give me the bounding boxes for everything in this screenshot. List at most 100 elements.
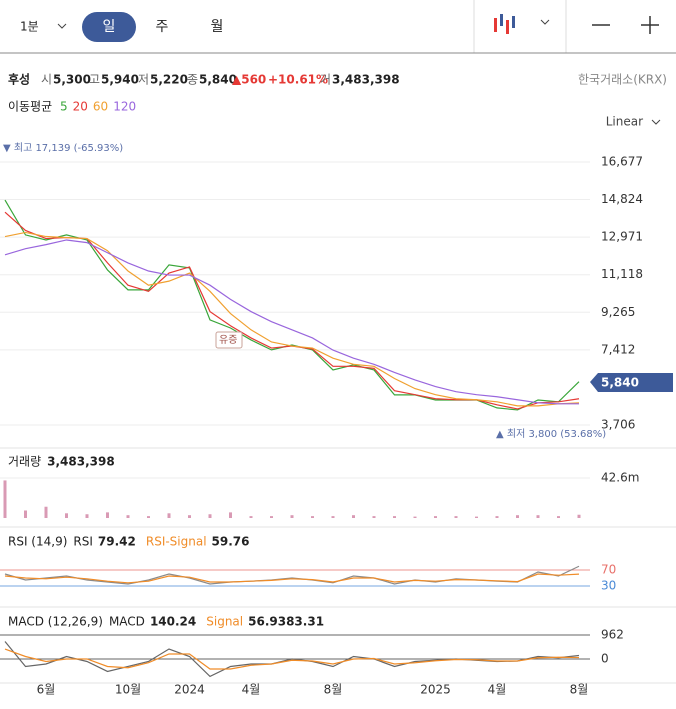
bar xyxy=(536,515,540,518)
series-line xyxy=(4,239,579,405)
x-tick-label: 4월 xyxy=(488,683,507,697)
bar xyxy=(434,516,437,518)
x-tick-label: 2024 xyxy=(174,683,205,697)
series-line xyxy=(4,573,580,584)
annotation: 유증 xyxy=(219,334,237,346)
bar xyxy=(3,480,7,518)
legend-name: RSI-Signal xyxy=(146,535,207,549)
bar xyxy=(167,513,171,518)
tab[interactable]: 주 xyxy=(156,19,169,35)
value: 5,220 xyxy=(150,73,188,87)
series-line xyxy=(4,231,580,407)
series-line xyxy=(4,648,580,670)
last-badge xyxy=(590,373,673,392)
legend-entry: 120 xyxy=(113,100,136,114)
bar xyxy=(106,512,109,518)
legend-name: MACD xyxy=(109,615,145,629)
annotation: ▲ 최저 3,800 (53.68%) xyxy=(496,428,606,440)
quote-header: 후성 시 5,300 고 5,940 저 5,220 종 5,840 ▲560 … xyxy=(8,72,667,129)
y-tick-label: 0 xyxy=(601,651,609,665)
panel-title: RSI (14,9) xyxy=(8,535,67,549)
bar xyxy=(85,514,89,518)
bar xyxy=(577,514,581,518)
x-tick-label: 2025 xyxy=(420,683,451,697)
bar xyxy=(188,515,191,518)
bar xyxy=(557,516,560,518)
value: 5,840 xyxy=(199,73,237,87)
event-box xyxy=(215,331,243,349)
bar xyxy=(372,516,376,518)
series-line xyxy=(4,565,580,585)
bar xyxy=(126,515,130,518)
label: 고 xyxy=(89,73,100,87)
tab[interactable]: 월 xyxy=(211,19,224,35)
bar xyxy=(208,514,212,518)
chart-type-icon[interactable] xyxy=(494,14,515,34)
legend-value: 79.42 xyxy=(98,535,136,549)
legend-value: 140.24 xyxy=(150,615,196,629)
label: 거 xyxy=(320,73,331,87)
exchange: 한국거래소(KRX) xyxy=(578,73,667,87)
panel-value: 3,483,398 xyxy=(47,455,115,469)
change: ▲560 xyxy=(232,73,266,87)
bar xyxy=(311,516,314,518)
bar xyxy=(475,516,478,518)
x-tick-label: 6월 xyxy=(37,683,56,697)
y-tick-label: 962 xyxy=(601,627,624,641)
bar xyxy=(495,516,499,518)
panel-title: MACD (12,26,9) xyxy=(8,615,103,629)
chevron xyxy=(57,23,67,29)
series-line xyxy=(4,211,580,410)
tab[interactable]: 일 xyxy=(103,19,116,35)
y-tick-label: 30 xyxy=(601,579,616,593)
y-tick-label: 14,824 xyxy=(601,192,643,206)
y-tick-label: 16,677 xyxy=(601,154,643,168)
interval-select[interactable]: 1분 xyxy=(20,20,39,34)
bar xyxy=(413,516,417,518)
legend-value: 59.76 xyxy=(212,535,250,549)
bar xyxy=(249,516,253,518)
y-tick-label: 3,706 xyxy=(601,418,635,432)
value: 3,483,398 xyxy=(332,73,400,87)
label: 시 xyxy=(41,73,52,87)
scale-select[interactable]: Linear xyxy=(606,115,643,129)
bar xyxy=(352,515,355,518)
y-tick-label: 11,118 xyxy=(601,267,643,281)
legend-entry: 60 xyxy=(93,100,108,114)
legend-name: Signal xyxy=(206,615,243,629)
bar xyxy=(65,513,68,518)
zoom-in[interactable] xyxy=(641,16,659,34)
chevron xyxy=(540,19,550,25)
series-line xyxy=(4,199,580,411)
toolbar: 1분 일 주 월 xyxy=(0,0,676,54)
y-tick-label: 7,412 xyxy=(601,342,635,356)
label: 종 xyxy=(187,73,198,87)
tab-active[interactable] xyxy=(82,12,136,42)
panel-title: 거래량 xyxy=(8,455,41,469)
bar xyxy=(454,516,458,518)
value: 5,940 xyxy=(101,73,139,87)
ma-label: 이동평균 xyxy=(8,100,52,114)
y-tick-label: 42.6m xyxy=(601,470,639,484)
legend-value: 56.9383.31 xyxy=(248,615,324,629)
last-price: 5,840 xyxy=(601,376,639,390)
label: 저 xyxy=(138,73,149,87)
y-tick-label: 12,971 xyxy=(601,230,643,244)
x-tick-label: 8월 xyxy=(570,683,589,697)
bar xyxy=(270,516,273,518)
chevron xyxy=(651,119,661,125)
bar xyxy=(147,516,150,518)
change-pct: +10.61% xyxy=(268,73,328,87)
bar xyxy=(24,510,27,518)
legend-entry: 5 xyxy=(60,100,68,114)
bar xyxy=(516,515,519,518)
bar xyxy=(393,516,396,518)
annotation: ▼ 최고 17,139 (-65.93%) xyxy=(3,142,123,154)
x-tick-label: 10월 xyxy=(115,683,141,697)
bar xyxy=(229,512,232,518)
x-tick-label: 4월 xyxy=(242,683,261,697)
y-tick-label: 70 xyxy=(601,563,616,577)
bar xyxy=(44,506,48,518)
stock-name: 후성 xyxy=(8,72,30,87)
